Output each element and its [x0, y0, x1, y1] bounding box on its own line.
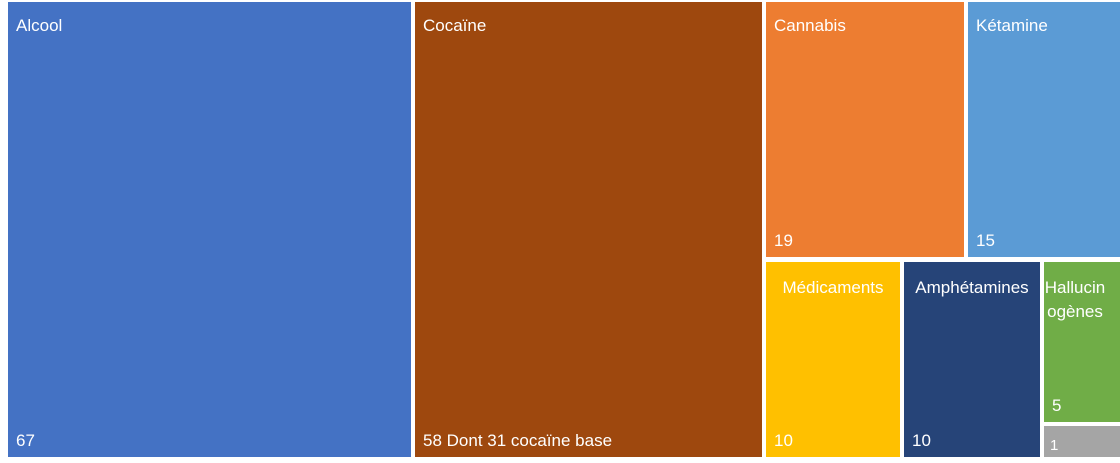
tile-value-label: 19	[774, 231, 793, 250]
tile-value-label: 67	[16, 431, 35, 450]
tile-value-label: 15	[976, 231, 995, 250]
tile-value-label: 58 Dont 31 cocaïne base	[423, 431, 613, 450]
tile-label: Hallucinogènes	[1044, 278, 1106, 321]
treemap-tile: Alcool 67	[8, 2, 411, 457]
tile-label: Médicaments	[782, 278, 884, 297]
treemap-tile: Amphétamines 10	[904, 262, 1040, 457]
tile-value-label: 5	[1052, 396, 1062, 415]
tile-label: Amphétamines	[915, 278, 1029, 297]
tile-value-label: 10	[774, 431, 793, 450]
tile-label: Alcool	[16, 16, 63, 35]
treemap-tile: Médicaments 10	[766, 262, 900, 457]
tile-value-label: 10	[912, 431, 931, 450]
treemap-tile: 1	[1044, 426, 1120, 457]
treemap-tile: Cannabis 19	[766, 2, 964, 257]
tile-value-label: 1	[1050, 437, 1059, 454]
tile-label: Cannabis	[774, 16, 846, 35]
treemap-tile: Cocaïne 58 Dont 31 cocaïne base	[415, 2, 762, 457]
treemap-tile: Kétamine 15	[968, 2, 1120, 257]
tile-label: Kétamine	[976, 16, 1048, 35]
tile-label: Cocaïne	[423, 16, 487, 35]
treemap-tile: Hallucinogènes 5	[1044, 262, 1120, 422]
